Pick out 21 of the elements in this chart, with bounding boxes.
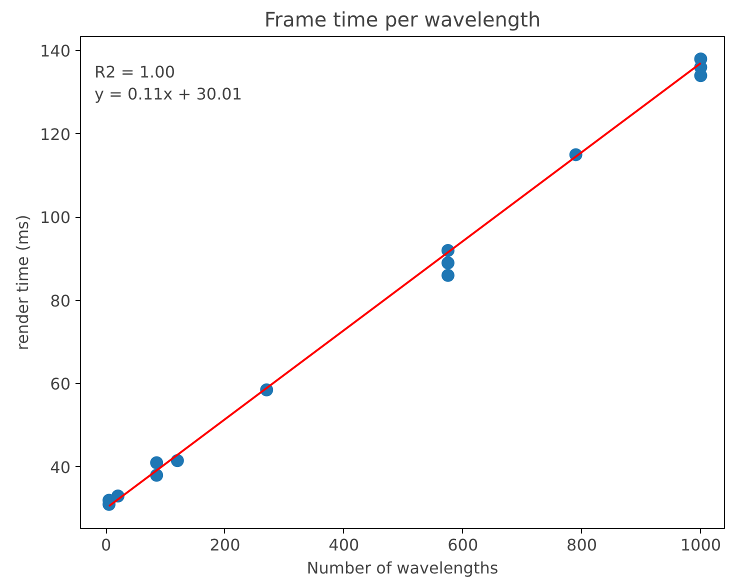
point <box>441 268 454 282</box>
y-tick-label: 60 <box>50 374 70 394</box>
y-tick-label: 100 <box>40 208 71 228</box>
y-tick-label: 120 <box>40 124 71 144</box>
point <box>694 52 708 66</box>
x-axis-title: Number of wavelengths <box>306 558 498 578</box>
annotation: R2 = 1.00 <box>94 62 175 82</box>
x-tick-label: 800 <box>566 536 598 554</box>
y-tick-label: 140 <box>40 42 71 61</box>
point <box>150 456 164 470</box>
y-tick-label: 40 <box>50 458 70 477</box>
chart-title: Frame time per wavelength <box>264 8 541 32</box>
annotation: y = 0.11x + 30.01 <box>94 84 242 104</box>
point <box>441 256 454 270</box>
x-tick-label: 400 <box>328 536 360 554</box>
y-axis-title: render time (ms) <box>12 214 32 350</box>
x-tick-label: 0 <box>100 536 112 554</box>
x-tick-label: 1000 <box>680 536 722 554</box>
x-tick-label: 200 <box>210 536 240 554</box>
y-tick-label: 80 <box>50 291 70 310</box>
x-tick-label: 600 <box>448 536 478 554</box>
